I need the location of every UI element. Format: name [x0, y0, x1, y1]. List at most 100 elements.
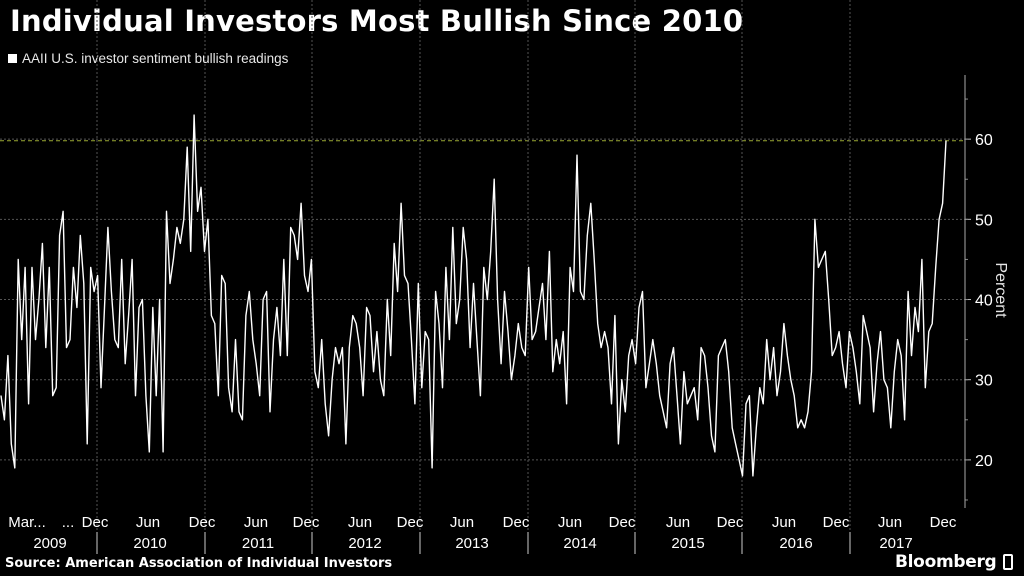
- y-tick-label: 40: [975, 293, 993, 310]
- data-point: [873, 411, 874, 413]
- y-tick-label: 30: [975, 373, 993, 390]
- data-point: [735, 443, 736, 445]
- data-point: [697, 419, 699, 421]
- data-point: [787, 355, 788, 356]
- data-point: [845, 387, 847, 389]
- data-point: [211, 315, 212, 316]
- data-point: [362, 395, 364, 397]
- data-point: [235, 339, 236, 340]
- data-point: [300, 202, 302, 204]
- data-point: [148, 451, 150, 453]
- data-point: [76, 307, 78, 308]
- data-point: [700, 347, 702, 348]
- data-point: [762, 403, 764, 405]
- data-point: [97, 275, 98, 276]
- x-tick-label: Dec: [293, 514, 320, 531]
- x-tick-label: Dec: [397, 514, 424, 531]
- data-point: [731, 427, 733, 429]
- data-point: [355, 323, 357, 324]
- data-point: [945, 140, 947, 142]
- data-point: [445, 267, 447, 268]
- data-point: [811, 371, 812, 373]
- data-point: [559, 363, 561, 365]
- data-point: [883, 379, 885, 381]
- data-point: [45, 347, 47, 348]
- data-point: [852, 347, 854, 348]
- data-point: [324, 403, 326, 405]
- x-tick-label: Dec: [503, 514, 530, 531]
- y-tick-label: 60: [975, 132, 993, 149]
- data-point: [190, 251, 192, 252]
- data-point: [504, 291, 505, 292]
- data-point: [52, 395, 54, 397]
- x-tick-label: Jun: [244, 514, 268, 531]
- data-point: [386, 299, 388, 300]
- data-point: [142, 299, 143, 300]
- data-point: [79, 235, 81, 236]
- data-point: [276, 307, 278, 308]
- data-point: [928, 331, 930, 332]
- data-point: [297, 259, 298, 260]
- data-point: [590, 202, 592, 204]
- data-point: [714, 451, 716, 453]
- data-point: [942, 202, 943, 204]
- data-point: [493, 178, 495, 180]
- data-point: [169, 283, 171, 284]
- data-point: [114, 339, 116, 340]
- data-point: [918, 331, 919, 332]
- data-point: [669, 363, 671, 365]
- series-line: [0, 114, 947, 477]
- data-point: [273, 339, 274, 340]
- data-point: [266, 291, 267, 292]
- data-point: [152, 307, 154, 308]
- data-point: [635, 363, 636, 365]
- data-point: [238, 411, 240, 413]
- data-point: [835, 347, 836, 348]
- data-point: [673, 347, 674, 348]
- x-tick-label: Jun: [558, 514, 582, 531]
- data-point: [738, 459, 740, 461]
- y-axis-label: Percent: [992, 262, 1009, 318]
- data-point: [400, 202, 402, 204]
- chart-title: Individual Investors Most Bullish Since …: [10, 4, 744, 38]
- data-point: [321, 339, 323, 340]
- data-point: [793, 395, 795, 397]
- data-point: [424, 331, 426, 332]
- x-year-label: 2013: [455, 535, 488, 552]
- data-point: [404, 275, 405, 276]
- data-point: [911, 355, 912, 356]
- data-point: [797, 427, 799, 429]
- data-point: [900, 355, 902, 356]
- x-tick-label: Jun: [348, 514, 372, 531]
- data-point: [855, 371, 857, 373]
- data-point: [621, 379, 623, 381]
- data-point: [86, 443, 88, 445]
- x-year-label: 2015: [671, 535, 704, 552]
- data-point: [90, 267, 92, 268]
- data-point: [173, 259, 174, 260]
- data-point: [828, 299, 830, 300]
- data-point: [352, 315, 354, 316]
- data-point: [286, 355, 288, 356]
- x-tick-label: Dec: [82, 514, 109, 531]
- x-tick-label: Jun: [878, 514, 902, 531]
- data-point: [680, 443, 681, 445]
- data-point: [293, 235, 295, 236]
- data-point: [17, 259, 19, 260]
- data-point: [693, 387, 695, 389]
- data-point: [552, 371, 554, 373]
- data-point: [776, 395, 778, 397]
- data-point: [507, 331, 509, 332]
- data-point: [473, 283, 474, 284]
- data-point: [73, 267, 74, 268]
- data-point: [10, 443, 12, 445]
- data-point: [452, 227, 454, 228]
- data-point: [255, 363, 257, 365]
- data-point: [373, 371, 374, 373]
- data-point: [280, 355, 281, 356]
- data-point: [35, 339, 36, 340]
- data-point: [842, 363, 843, 365]
- data-point: [179, 243, 181, 244]
- data-point: [283, 259, 285, 260]
